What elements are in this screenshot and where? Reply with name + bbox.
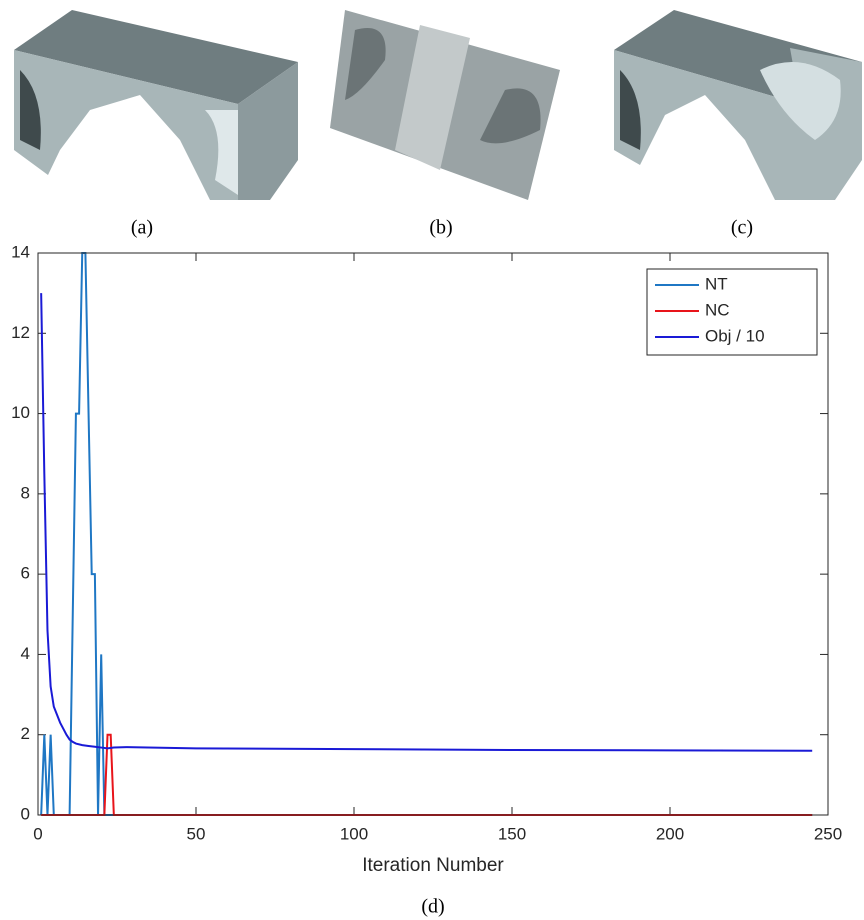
y-tick-label: 4 [21,644,30,663]
caption: (c) [731,217,753,239]
y-tick-label: 12 [11,323,30,342]
caption: (a) [131,217,153,239]
x-axis-label: Iteration Number [362,855,504,876]
y-tick-label: 6 [21,564,30,583]
render-b [330,10,560,200]
legend-label: NC [705,300,730,319]
page: (a) (b) (c) (d) Iteration Number 0501001… [0,0,864,920]
y-tick-label: 0 [21,804,30,823]
legend-label: Obj / 10 [705,326,765,345]
x-tick-label: 250 [814,824,842,843]
figure: (a) (b) (c) (d) Iteration Number 0501001… [0,0,864,920]
y-tick-label: 8 [21,483,30,502]
x-tick-label: 200 [656,824,684,843]
x-tick-label: 100 [340,824,368,843]
x-tick-label: 50 [187,824,206,843]
y-tick-label: 14 [11,242,30,261]
caption: (b) [429,217,452,239]
caption: (d) [421,896,444,918]
x-tick-label: 150 [498,824,526,843]
legend-label: NT [705,274,728,293]
y-tick-label: 2 [21,724,30,743]
render-c [614,10,862,200]
render-a [14,10,298,200]
y-tick-label: 10 [11,403,30,422]
x-tick-label: 0 [33,824,42,843]
